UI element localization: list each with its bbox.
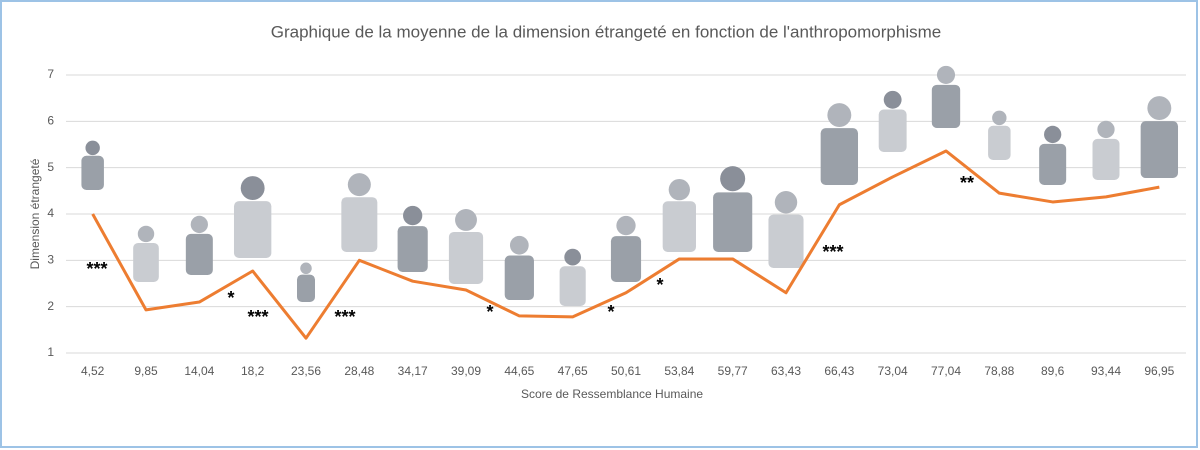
robot-head [85, 141, 99, 155]
robot-head [992, 111, 1006, 125]
x-tick-label: 4,52 [81, 364, 105, 378]
robot-body [1093, 139, 1120, 180]
robot-head [455, 209, 477, 231]
robot-head [937, 66, 955, 84]
chart: Graphique de la moyenne de la dimension … [0, 0, 1200, 450]
robot-head [191, 216, 208, 233]
robot-body [560, 266, 586, 306]
robot-body [449, 232, 483, 284]
robot-head [348, 173, 371, 196]
robot-head [1044, 126, 1061, 143]
robot-head [403, 206, 422, 225]
y-tick-label: 7 [47, 67, 54, 81]
robot-head [616, 216, 635, 235]
robot-head [884, 91, 902, 109]
x-tick-label: 14,04 [184, 364, 214, 378]
x-tick-label: 28,48 [344, 364, 374, 378]
robot-body [1141, 121, 1178, 178]
robot-body [713, 192, 752, 252]
x-tick-label: 34,17 [398, 364, 428, 378]
x-tick-label: 50,61 [611, 364, 641, 378]
robot-body [398, 226, 428, 272]
robot-body [663, 201, 696, 252]
x-tick-label: 63,43 [771, 364, 801, 378]
robot-body [81, 156, 104, 190]
x-tick-label: 23,56 [291, 364, 321, 378]
significance-label: * [227, 288, 234, 308]
robot-body [879, 110, 907, 152]
significance-label: ** [960, 173, 974, 193]
x-tick-label: 39,09 [451, 364, 481, 378]
robot-body [1039, 144, 1066, 185]
chart-title: Graphique de la moyenne de la dimension … [271, 22, 941, 41]
y-tick-label: 5 [47, 160, 54, 174]
robot-head [564, 249, 581, 266]
x-tick-label: 96,95 [1144, 364, 1174, 378]
x-tick-label: 93,44 [1091, 364, 1121, 378]
x-tick-label: 9,85 [134, 364, 158, 378]
significance-label: *** [822, 242, 843, 262]
robot-head [1097, 121, 1114, 138]
y-tick-label: 6 [47, 114, 54, 128]
x-tick-label: 89,6 [1041, 364, 1065, 378]
robot-body [932, 85, 960, 128]
robot-body [234, 201, 271, 258]
y-axis-title: Dimension étrangeté [28, 158, 42, 269]
robot-body [505, 255, 534, 300]
robot-head [720, 166, 745, 191]
y-tick-label: 1 [47, 345, 54, 359]
robot-head [510, 236, 529, 255]
significance-label: * [607, 302, 614, 322]
robot-body [768, 215, 803, 268]
robot-body [186, 234, 213, 275]
x-tick-label: 44,65 [504, 364, 534, 378]
robot-body [821, 128, 858, 185]
robot-head [827, 103, 851, 127]
robot-body [341, 197, 377, 252]
significance-label: *** [86, 259, 107, 279]
robot-head [775, 191, 797, 213]
x-tick-label: 77,04 [931, 364, 961, 378]
chart-frame [1, 1, 1197, 447]
significance-label: *** [247, 307, 268, 327]
x-axis-title: Score de Ressemblance Humaine [521, 387, 703, 401]
robot-head [669, 179, 690, 200]
significance-label: * [486, 302, 493, 322]
significance-label: *** [334, 307, 355, 327]
y-tick-label: 3 [47, 253, 54, 267]
x-tick-label: 59,77 [718, 364, 748, 378]
x-tick-label: 18,2 [241, 364, 265, 378]
x-tick-label: 78,88 [984, 364, 1014, 378]
x-tick-label: 66,43 [824, 364, 854, 378]
y-tick-label: 2 [47, 299, 54, 313]
robot-head [1147, 96, 1171, 120]
y-tick-label: 4 [47, 206, 54, 220]
significance-label: * [656, 275, 663, 295]
robot-body [133, 243, 159, 282]
robot-head [138, 226, 154, 242]
x-tick-label: 53,84 [664, 364, 694, 378]
x-tick-label: 47,65 [558, 364, 588, 378]
robot-body [988, 126, 1011, 160]
robot-body [297, 275, 315, 302]
robot-body [611, 236, 641, 282]
robot-head [241, 176, 265, 200]
robot-head [300, 263, 312, 275]
x-tick-label: 73,04 [878, 364, 908, 378]
